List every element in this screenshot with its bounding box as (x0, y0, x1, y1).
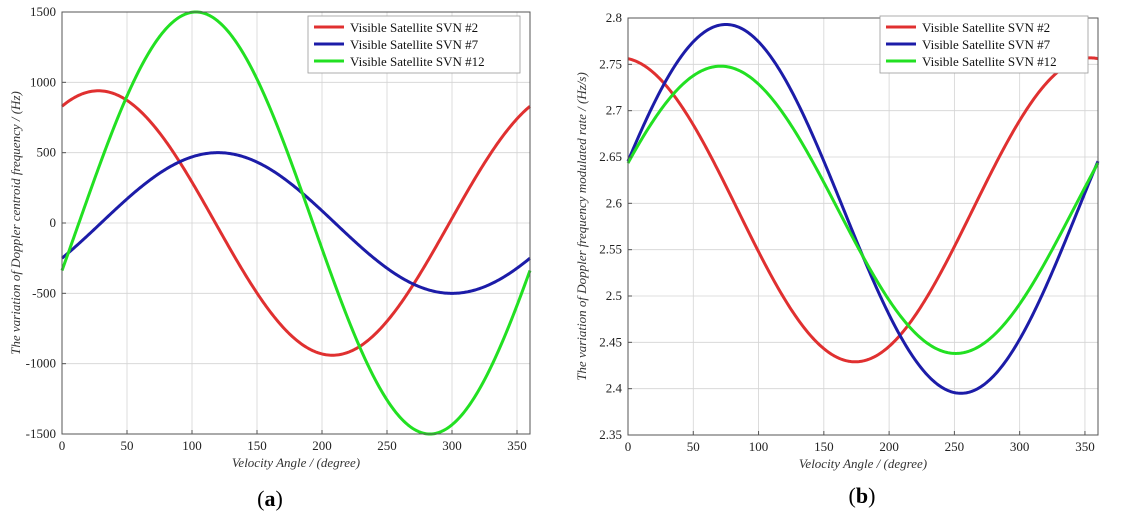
x-tick-label: 100 (749, 439, 769, 454)
y-tick-label: 2.5 (606, 288, 622, 303)
series-line-visible-satellite-svn-2 (61, 89, 531, 357)
x-tick-label: 50 (687, 439, 700, 454)
y-tick-label: 1000 (30, 74, 56, 89)
plot-frame (627, 17, 1099, 436)
legend-label: Visible Satellite SVN #12 (922, 54, 1057, 69)
y-tick-label: 2.6 (606, 195, 623, 210)
x-ticks: 0 50 100 150 200 250 300 350 (59, 430, 527, 453)
y-tick-label: 2.55 (599, 242, 622, 257)
y-tick-label: -1000 (26, 356, 56, 371)
x-tick-label: 0 (625, 439, 632, 454)
plot-area (628, 18, 1098, 435)
y-tick-label: 0 (50, 215, 57, 230)
x-tick-label: 150 (247, 438, 267, 453)
y-tick-label: -500 (32, 285, 56, 300)
x-axis-label: Velocity Angle / (degree) (232, 455, 360, 470)
legend-item: Visible Satellite SVN #12 (314, 54, 485, 69)
y-tick-label: 2.65 (599, 149, 622, 164)
y-axis-label: The variation of Doppler centroid freque… (8, 91, 23, 355)
y-tick-label: 2.35 (599, 427, 622, 442)
series-line-visible-satellite-svn-12 (60, 10, 532, 436)
x-tick-label: 350 (507, 438, 527, 453)
x-tick-label: 200 (312, 438, 332, 453)
legend-label: Visible Satellite SVN #7 (350, 37, 479, 52)
y-tick-label: 2.4 (606, 381, 623, 396)
series-lines (626, 22, 1100, 395)
chart-panel-a: 0 50 100 150 200 250 300 350 -1500 -1000 -500 0 500 1… (8, 4, 532, 511)
legend-item: Visible Satellite SVN #7 (314, 37, 479, 52)
legend-item: Visible Satellite SVN #7 (886, 37, 1051, 52)
panel-label: (a) (257, 486, 283, 511)
y-tick-label: 1500 (30, 4, 56, 19)
x-axis-label: Velocity Angle / (degree) (799, 456, 927, 471)
x-tick-label: 300 (442, 438, 462, 453)
y-tick-label: -1500 (26, 426, 56, 441)
chart-panel-b: 0 50 100 150 200 250 300 3502.352.42.452.52.552… (574, 10, 1100, 508)
legend-item: Visible Satellite SVN #2 (886, 20, 1050, 35)
x-tick-label: 250 (377, 438, 397, 453)
legend: Visible Satellite SVN #2 Visible Satellit… (879, 15, 1089, 74)
series-lines (60, 10, 532, 436)
y-tick-label: 2.45 (599, 334, 622, 349)
x-tick-label: 150 (814, 439, 834, 454)
y-tick-label: 500 (37, 145, 57, 160)
x-tick-label: 0 (59, 438, 66, 453)
series-line-visible-satellite-svn-2 (627, 56, 1099, 364)
y-axis-label: The variation of Doppler frequency modul… (574, 72, 589, 381)
legend: Visible Satellite SVN #2 Visible Satellit… (307, 15, 521, 74)
x-tick-label: 250 (945, 439, 965, 454)
x-tick-label: 50 (121, 438, 134, 453)
series-line-visible-satellite-svn-12 (626, 64, 1100, 355)
y-tick-label: 2.7 (606, 103, 623, 118)
legend-label: Visible Satellite SVN #12 (350, 54, 485, 69)
legend-label: Visible Satellite SVN #2 (922, 20, 1050, 35)
x-tick-label: 200 (879, 439, 899, 454)
x-tick-label: 100 (182, 438, 202, 453)
legend-label: Visible Satellite SVN #2 (350, 20, 478, 35)
legend-label: Visible Satellite SVN #7 (922, 37, 1051, 52)
y-ticks: -1500 -1000 -500 0 500 1000 1500 (26, 4, 66, 441)
legend-item: Visible Satellite SVN #2 (314, 20, 478, 35)
legend-item: Visible Satellite SVN #12 (886, 54, 1057, 69)
x-ticks: 0 50 100 150 200 250 300 350 (625, 431, 1095, 454)
y-tick-label: 2.8 (606, 10, 622, 25)
y-tick-label: 2.75 (599, 56, 622, 71)
x-tick-label: 300 (1010, 439, 1030, 454)
y-ticks: 2.35 2.4 2.45 2.5 2.55 2.6 2.65 2.7 2.75 2.8 (599, 10, 632, 442)
x-tick-label: 350 (1075, 439, 1095, 454)
panel-label: (b) (849, 483, 876, 508)
series-line-visible-satellite-svn-7 (61, 151, 531, 295)
